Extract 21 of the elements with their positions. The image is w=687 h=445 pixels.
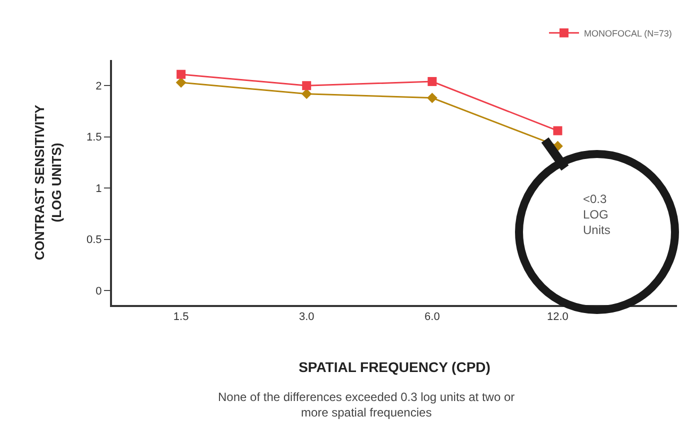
point [553,126,562,136]
x-tick-label: 1.5 [173,311,189,324]
x-tick-label: 6.0 [424,311,440,324]
point [301,88,312,100]
point [176,77,186,88]
text: None of the differences exceeded 0.3 log units at two or more spatial frequencies [218,390,515,420]
y-axis-title: CONTRAST SENSITIVITY (LOG UNITS) [32,104,64,260]
point [302,81,312,90]
x-tick-label: 12.0 [547,311,568,324]
annotation: <0.3 LOG Units [583,192,610,238]
point [428,77,437,86]
point [176,70,186,79]
y-tick-label: 1 [96,182,102,195]
y-tick-label: 0 [96,286,102,298]
x-tick-label: 3.0 [298,311,314,324]
y-tick-label: 2 [96,80,102,92]
point [426,92,438,104]
y-tick-label: 0.5 [86,234,102,246]
y-tick-label: 1.5 [86,132,102,144]
x-axis-title: SPATIAL FREQUENCY (CPD) [298,359,490,375]
legend-label: MONOFOCAL (N=73) [584,28,672,38]
